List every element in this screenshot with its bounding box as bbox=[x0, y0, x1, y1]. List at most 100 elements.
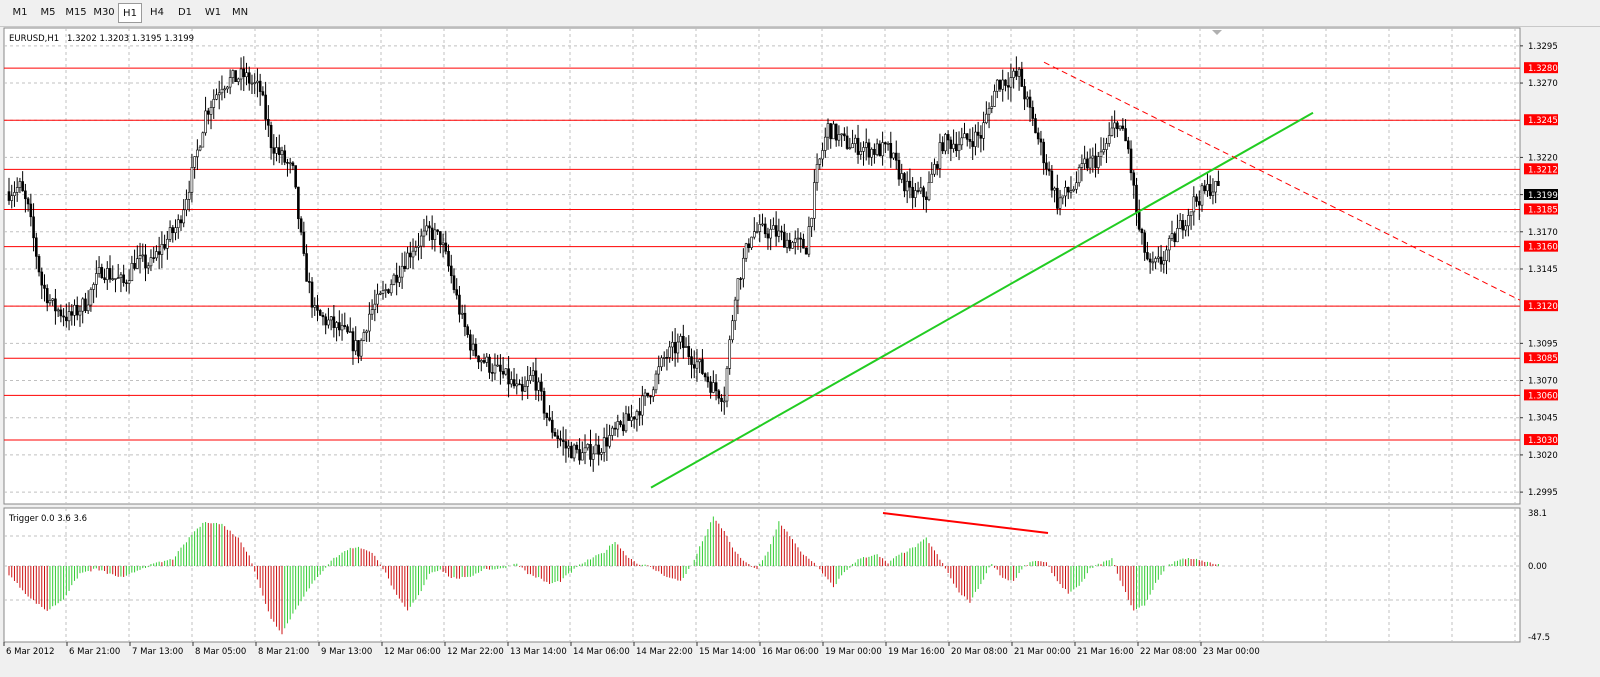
level-price-label: 1.3280 bbox=[1528, 64, 1558, 74]
candle-body bbox=[10, 195, 14, 201]
candle-body bbox=[1132, 172, 1136, 186]
candle-body bbox=[1159, 256, 1163, 265]
chart-shift-marker[interactable] bbox=[1212, 30, 1222, 35]
candle-body bbox=[370, 309, 374, 315]
candle-body bbox=[613, 427, 617, 430]
candle-body bbox=[578, 449, 581, 461]
candle-body bbox=[239, 68, 243, 80]
candle-body bbox=[531, 370, 535, 376]
candle-body bbox=[1039, 138, 1043, 143]
candle-body bbox=[1197, 201, 1201, 206]
candle-body bbox=[638, 411, 641, 416]
candle-body bbox=[70, 311, 74, 316]
candle-body bbox=[834, 123, 838, 141]
candle-body bbox=[570, 445, 573, 459]
candle-body bbox=[1110, 127, 1114, 136]
timeframe-button-m5[interactable]: M5 bbox=[40, 7, 56, 18]
candle-body bbox=[329, 316, 333, 321]
candle-body bbox=[886, 142, 890, 145]
candle-body bbox=[389, 284, 393, 294]
candle-body bbox=[146, 265, 150, 269]
candle-body bbox=[384, 289, 388, 291]
time-tick-label: 19 Mar 00:00 bbox=[825, 647, 882, 657]
candle-body bbox=[1165, 249, 1168, 261]
price-tick-label: 1.3095 bbox=[1528, 339, 1558, 349]
timeframe-button-d1[interactable]: D1 bbox=[177, 7, 193, 18]
horizontal-levels[interactable] bbox=[4, 67, 1520, 441]
level-price-box bbox=[1524, 240, 1558, 252]
candle-body bbox=[125, 282, 128, 284]
candle-body bbox=[463, 312, 467, 327]
time-tick-label: 12 Mar 22:00 bbox=[447, 647, 504, 657]
candle-body bbox=[799, 237, 803, 240]
candle-body bbox=[348, 331, 352, 333]
candle-body bbox=[1214, 181, 1217, 193]
candle-body bbox=[665, 357, 669, 359]
candle-body bbox=[496, 364, 499, 367]
level-price-label: 1.3060 bbox=[1528, 391, 1558, 401]
timeframe-button-mn[interactable]: MN bbox=[231, 7, 249, 18]
candle-body bbox=[395, 274, 398, 283]
candle-body bbox=[875, 143, 879, 155]
candle-body bbox=[553, 432, 557, 437]
time-tick-label: 19 Mar 16:00 bbox=[888, 647, 945, 657]
current-price-box bbox=[1524, 189, 1558, 200]
level-price-box bbox=[1524, 352, 1558, 364]
candle-body bbox=[488, 356, 491, 373]
candle-body bbox=[357, 340, 360, 357]
timeframe-button-h1[interactable]: H1 bbox=[118, 3, 142, 23]
candle-body bbox=[182, 209, 186, 224]
current-price-label: 1.3199 bbox=[1528, 191, 1558, 201]
time-tick-label: 13 Mar 14:00 bbox=[510, 647, 567, 657]
level-price-label: 1.3120 bbox=[1528, 302, 1558, 312]
candle-body bbox=[1137, 211, 1141, 230]
candle-body bbox=[441, 242, 445, 245]
candle-body bbox=[275, 147, 278, 154]
timeframe-button-m1[interactable]: M1 bbox=[12, 7, 28, 18]
candle-body bbox=[1146, 252, 1149, 260]
candle-body bbox=[490, 372, 494, 374]
timeframe-button-w1[interactable]: W1 bbox=[204, 7, 222, 18]
candle-body bbox=[758, 224, 762, 232]
indicator-panel[interactable] bbox=[3, 507, 1521, 643]
candle-body bbox=[660, 357, 663, 368]
candle-body bbox=[332, 316, 336, 328]
indicator-tick-label: -47.5 bbox=[1528, 633, 1550, 643]
timeframe-button-h4[interactable]: H4 bbox=[150, 7, 164, 18]
main-chart-panel[interactable] bbox=[3, 27, 1521, 505]
candle-body bbox=[237, 78, 240, 83]
chart-area[interactable]: 1.32951.32701.32201.31951.31701.31451.30… bbox=[0, 26, 1600, 677]
candle-body bbox=[193, 156, 196, 168]
candle-body bbox=[378, 293, 382, 295]
candle-body bbox=[474, 343, 478, 357]
ohlc-values: 1.3202 1.3203 1.3195 1.3199 bbox=[67, 34, 194, 44]
candle-body bbox=[387, 289, 390, 294]
candle-body bbox=[684, 346, 688, 348]
candle-body bbox=[1118, 125, 1122, 130]
candle-body bbox=[318, 310, 322, 316]
indicator-axis: 38.1 0.00 -47.5 bbox=[1528, 509, 1550, 643]
timeframe-button-m15[interactable]: M15 bbox=[65, 7, 87, 18]
candle-body bbox=[813, 182, 816, 219]
candle-body bbox=[1056, 187, 1059, 209]
candle-body bbox=[26, 198, 30, 205]
indicator-label: Trigger 0.0 3.6 3.6 bbox=[8, 514, 87, 524]
candle-body bbox=[100, 267, 104, 279]
divergence-line[interactable] bbox=[882, 512, 1049, 534]
candle-body bbox=[425, 225, 428, 232]
candle-body bbox=[979, 135, 983, 139]
trendlines[interactable] bbox=[650, 61, 1521, 489]
candle-body bbox=[449, 265, 453, 277]
candle-body bbox=[433, 229, 437, 240]
candle-body bbox=[829, 123, 833, 140]
candle-body bbox=[717, 390, 721, 399]
time-tick-label: 9 Mar 13:00 bbox=[321, 647, 372, 657]
candle-body bbox=[935, 164, 939, 169]
candle-body bbox=[772, 225, 775, 230]
candle-body bbox=[559, 438, 562, 441]
candle-body bbox=[62, 315, 65, 318]
timeframe-button-m30[interactable]: M30 bbox=[93, 7, 115, 18]
candle-body bbox=[1099, 151, 1103, 158]
candle-body bbox=[821, 150, 824, 160]
candle-body bbox=[922, 187, 925, 198]
